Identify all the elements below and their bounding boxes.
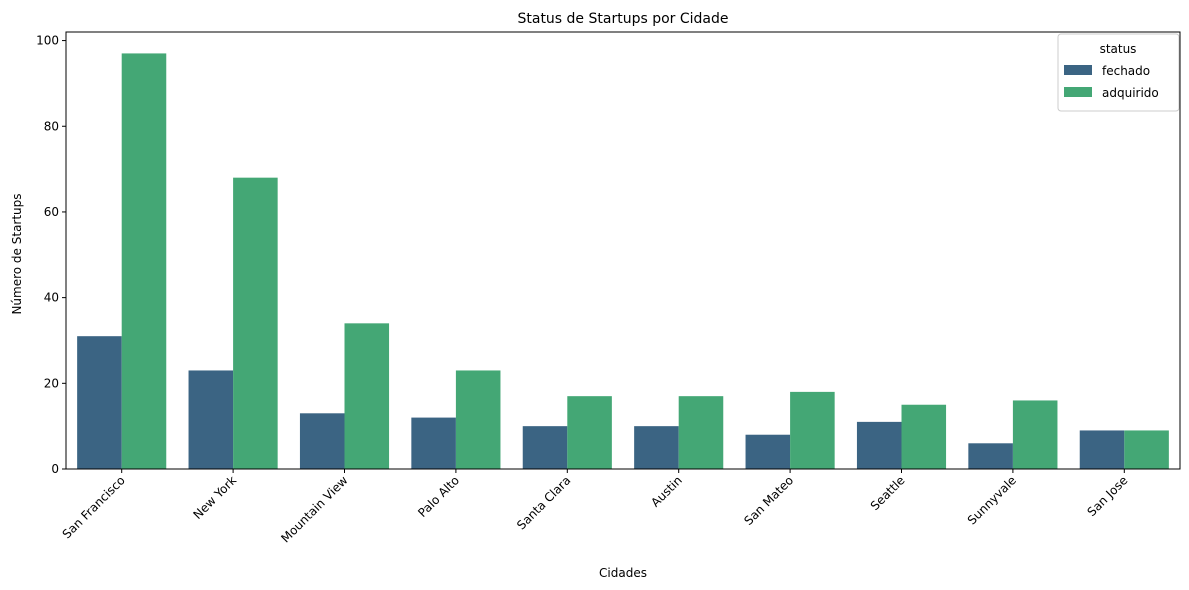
bar-fechado-seattle [856, 421, 902, 469]
y-tick-label: 40 [44, 291, 59, 305]
legend-swatch-fechado [1064, 65, 1092, 75]
bar-fechado-san-francisco [77, 336, 122, 469]
bar-adquirido-mountain-view [344, 323, 390, 469]
x-tick-label: Sunnyvale [965, 473, 1019, 527]
x-tick-label: Austin [648, 473, 685, 510]
bar-fechado-sunnyvale [968, 443, 1013, 469]
y-axis-label: Número de Startups [10, 193, 24, 314]
x-tick-label: Santa Clara [514, 473, 573, 532]
legend-label-adquirido: adquirido [1102, 86, 1159, 100]
bar-fechado-santa-clara [522, 426, 568, 469]
bar-fechado-austin [634, 426, 679, 469]
bars-group [77, 53, 1169, 469]
x-tick-label: San Francisco [60, 473, 128, 541]
x-tick-label: San Mateo [741, 473, 796, 528]
y-axis: 0 20 40 60 80 100 [36, 34, 66, 476]
legend-title: status [1100, 42, 1137, 56]
legend: status fechado adquirido [1057, 33, 1180, 112]
bar-adquirido-new-york [233, 177, 278, 469]
plot-frame [65, 31, 1181, 470]
legend-label-fechado: fechado [1102, 64, 1150, 78]
x-tick-label: Palo Alto [415, 473, 462, 520]
bar-fechado-new-york [188, 370, 234, 469]
bar-adquirido-san-mateo [790, 391, 835, 469]
x-axis-label: Cidades [599, 566, 647, 580]
x-tick-label: Seattle [868, 473, 908, 513]
y-tick-label: 60 [44, 205, 59, 219]
bar-adquirido-palo-alto [455, 370, 501, 469]
bar-adquirido-san-francisco [121, 53, 167, 469]
y-tick-label: 80 [44, 119, 59, 133]
y-tick-label: 0 [51, 462, 59, 476]
bar-adquirido-austin [678, 396, 724, 469]
bar-adquirido-sunnyvale [1012, 400, 1058, 469]
x-tick-label: New York [190, 473, 239, 522]
x-tick-label: San Jose [1085, 473, 1131, 519]
legend-swatch-adquirido [1064, 87, 1092, 97]
y-tick-label: 100 [36, 34, 59, 48]
chart-title: Status de Startups por Cidade [517, 11, 728, 27]
bar-adquirido-san-jose [1124, 430, 1169, 469]
bar-fechado-palo-alto [411, 417, 456, 469]
bar-fechado-san-mateo [745, 434, 791, 469]
bar-adquirido-santa-clara [567, 396, 612, 469]
bar-fechado-mountain-view [299, 413, 345, 469]
x-tick-label: Mountain View [278, 473, 350, 545]
bar-fechado-san-jose [1079, 430, 1125, 469]
bar-adquirido-seattle [901, 404, 947, 469]
x-axis: San Francisco New York Mountain View Palo A… [60, 469, 1131, 545]
y-tick-label: 20 [44, 376, 59, 390]
